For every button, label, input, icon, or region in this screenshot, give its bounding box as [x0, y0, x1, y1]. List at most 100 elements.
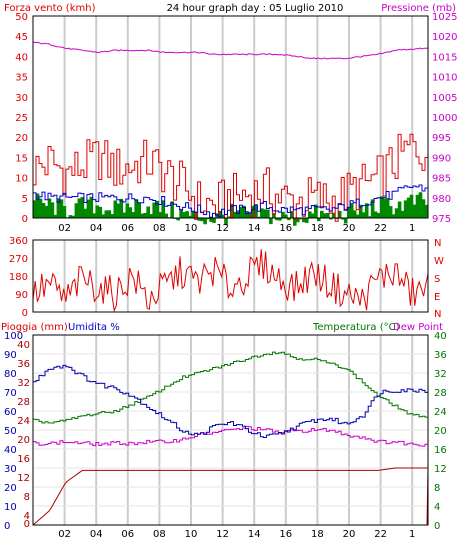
y-tick-label-left: 35	[15, 73, 28, 84]
x-tick-label: 06	[121, 529, 134, 540]
x-tick-label: 18	[311, 223, 324, 234]
compass-label: S	[434, 274, 440, 285]
wind-direction-line	[32, 249, 429, 313]
rain-tick-label: 24	[17, 416, 30, 427]
x-tick-label: 18	[311, 529, 324, 540]
y-tick-label-left: 40	[15, 52, 28, 63]
humidity-tick-label: 100	[4, 331, 23, 342]
humidity-tick-label: 40	[4, 445, 17, 456]
x-tick-label: 08	[153, 529, 166, 540]
temperature-tick-label: 36	[434, 350, 447, 361]
y-tick-label-right: 1010	[432, 73, 457, 84]
wind-average-line	[33, 184, 429, 218]
humidity-line	[33, 364, 429, 438]
y-tick-label-right: 1025	[432, 12, 457, 23]
temperature-tick-label: 28	[434, 388, 447, 399]
compass-label: N	[434, 238, 441, 249]
rain-label: Pioggia (mm)	[1, 322, 68, 333]
humidity-tick-label: 70	[4, 388, 17, 399]
temperature-tick-label: 24	[434, 407, 447, 418]
rain-tick-label: 0	[24, 519, 30, 530]
temperature-tick-label: 16	[434, 445, 447, 456]
x-tick-label: 1	[409, 223, 415, 234]
x-tick-label: 10	[185, 529, 198, 540]
rain-tick-label: 16	[17, 454, 30, 465]
rain-tick-label: 32	[17, 378, 30, 389]
x-tick-label: 10	[185, 223, 198, 234]
x-tick-label: 12	[216, 223, 229, 234]
humidity-tick-label: 10	[4, 502, 17, 513]
x-tick-label: 02	[58, 529, 71, 540]
humidity-tick-label: 80	[4, 369, 17, 380]
chart-title: 24 hour graph day : 05 Luglio 2010	[167, 3, 344, 14]
rain-line	[32, 467, 429, 526]
rain-tick-label: 20	[17, 435, 30, 446]
x-tick-label: 14	[248, 223, 261, 234]
rain-tick-label: 40	[17, 340, 30, 351]
humidity-tick-label: 0	[4, 521, 10, 532]
humidity-temperature-panel: 0102030405060708090100048121620242832364…	[4, 331, 447, 540]
y-tick-label-right: 975	[432, 214, 451, 225]
rain-tick-label: 12	[17, 473, 30, 484]
x-tick-label: 16	[279, 529, 292, 540]
x-tick-label: 14	[248, 529, 261, 540]
y-tick-label-right: 995	[432, 133, 451, 144]
temperature-tick-label: 0	[434, 521, 440, 532]
x-tick-label: 16	[279, 223, 292, 234]
y-tick-label-left: 25	[15, 113, 28, 124]
rain-tick-label: 28	[17, 397, 30, 408]
temperature-line	[33, 351, 429, 424]
x-tick-label: 08	[153, 223, 166, 234]
y-tick-label-left: 5	[22, 194, 28, 205]
y-tick-label-left: 270	[9, 254, 28, 265]
wind-speed-label: Forza vento (kmh)	[4, 3, 96, 14]
temperature-tick-label: 8	[434, 483, 440, 494]
x-tick-label: 1	[409, 529, 415, 540]
plot-frame	[32, 239, 429, 313]
rain-tick-label: 4	[24, 511, 30, 522]
y-tick-label-left: 50	[15, 12, 28, 23]
temperature-tick-label: 32	[434, 369, 447, 380]
wind-pressure-panel: 0510152025303540455097598098599099510001…	[15, 12, 457, 234]
temperature-label: Temperatura (°C)	[312, 322, 400, 333]
plot-frame	[32, 15, 429, 219]
y-tick-label-left: 45	[15, 32, 28, 43]
dew-point-line	[33, 425, 429, 447]
y-tick-label-right: 990	[432, 153, 451, 164]
x-tick-label: 04	[90, 529, 103, 540]
y-tick-label-left: 180	[9, 272, 28, 283]
y-tick-label-left: 0	[22, 214, 28, 225]
x-tick-label: 12	[216, 529, 229, 540]
pressure-label: Pressione (mb)	[381, 3, 456, 14]
humidity-tick-label: 90	[4, 350, 17, 361]
plot-frame	[32, 334, 429, 526]
humidity-tick-label: 20	[4, 483, 17, 494]
humidity-tick-label: 60	[4, 407, 17, 418]
x-tick-label: 22	[374, 529, 387, 540]
temperature-tick-label: 40	[434, 331, 447, 342]
x-tick-label: 20	[343, 223, 356, 234]
compass-label: W	[434, 256, 444, 267]
x-tick-label: 04	[90, 223, 103, 234]
y-tick-label-left: 20	[15, 133, 28, 144]
compass-label: N	[434, 309, 441, 320]
x-tick-label: 22	[374, 223, 387, 234]
y-tick-label-right: 985	[432, 174, 451, 185]
y-tick-label-left: 15	[15, 153, 28, 164]
humidity-label: Umidita %	[68, 322, 120, 333]
y-tick-label-left: 0	[22, 308, 28, 319]
y-tick-label-left: 30	[15, 93, 28, 104]
y-tick-label-right: 1015	[432, 52, 457, 63]
y-tick-label-right: 1000	[432, 113, 457, 124]
y-tick-label-left: 90	[15, 290, 28, 301]
y-tick-label-right: 1005	[432, 93, 457, 104]
rain-tick-label: 8	[24, 492, 30, 503]
humidity-tick-label: 30	[4, 464, 17, 475]
temperature-tick-label: 20	[434, 426, 447, 437]
pressure-line	[32, 41, 429, 60]
x-tick-label: 06	[121, 223, 134, 234]
y-tick-label-right: 980	[432, 194, 451, 205]
temperature-tick-label: 12	[434, 464, 447, 475]
